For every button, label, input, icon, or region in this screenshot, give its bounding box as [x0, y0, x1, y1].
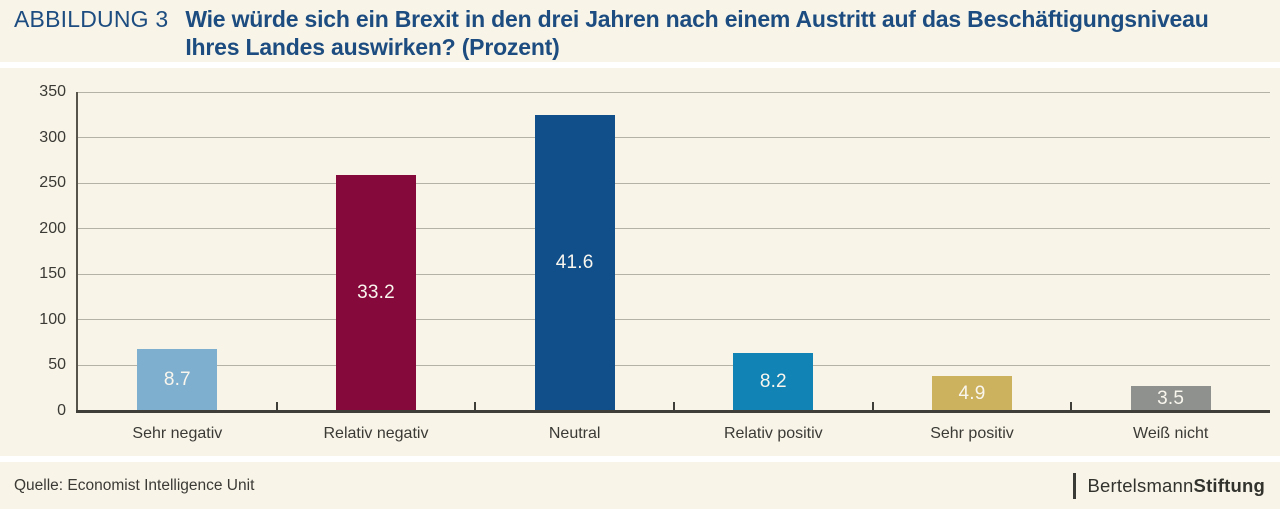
- y-tick-label-150: 150: [39, 265, 66, 283]
- logo-text: BertelsmannStiftung: [1087, 475, 1265, 497]
- gridline-50: [78, 364, 1270, 366]
- figure-label: ABBILDUNG 3: [14, 6, 169, 32]
- gridline-300: [78, 137, 1270, 139]
- category-label-relativ-positiv: Relativ positiv: [723, 425, 823, 442]
- logo-text-regular: Bertelsmann: [1087, 474, 1194, 496]
- gridline-150: [78, 273, 1270, 275]
- bar-neutral: 41.6: [534, 115, 615, 411]
- figure-title-line2: Ihres Landes auswirken? (Prozent): [185, 34, 560, 60]
- gridline-200: [78, 228, 1270, 230]
- y-tick-label-250: 250: [39, 174, 66, 192]
- y-tick-label-50: 50: [48, 356, 66, 374]
- logo-text-bold: Stiftung: [1193, 474, 1265, 496]
- figure-header: ABBILDUNG 3 Wie würde sich ein Brexit in…: [0, 0, 1280, 62]
- bar-sehr-positiv: 4.9: [932, 376, 1012, 411]
- bertelsmann-stiftung-logo: BertelsmannStiftung: [1073, 472, 1265, 499]
- category-label-relativ-negativ: Relativ negativ: [323, 425, 429, 442]
- gridline-250: [78, 182, 1270, 184]
- y-axis-line: [76, 92, 78, 413]
- y-tick-label-100: 100: [39, 310, 66, 328]
- footer-divider: [0, 456, 1280, 462]
- bar-value-label-sehr-negativ: 8.7: [163, 369, 191, 391]
- bar-value-label-relativ-negativ: 33.2: [357, 281, 395, 303]
- y-tick-label-0: 0: [57, 402, 66, 419]
- bar-value-label-wei-nicht: 3.5: [1157, 387, 1185, 409]
- x-axis-tick-5: [1070, 402, 1073, 411]
- category-label-wei-nicht: Weiß nicht: [1133, 425, 1209, 442]
- header-divider: [0, 62, 1280, 68]
- footer: Quelle: Economist Intelligence Unit Bert…: [0, 462, 1280, 509]
- x-axis-tick-1: [275, 402, 278, 411]
- logo-vertical-bar-icon: [1073, 472, 1077, 499]
- x-axis-tick-3: [673, 402, 675, 411]
- bar-value-label-sehr-positiv: 4.9: [958, 382, 986, 404]
- bar-sehr-negativ: 8.7: [137, 349, 218, 411]
- y-tick-label-350: 350: [39, 83, 66, 100]
- bar-relativ-positiv: 8.2: [733, 352, 814, 411]
- y-tick-label-200: 200: [39, 219, 66, 237]
- x-axis-tick-2: [474, 402, 477, 411]
- bar-value-label-relativ-positiv: 8.2: [759, 370, 787, 392]
- bar-wei-nicht: 3.5: [1130, 386, 1211, 411]
- category-label-sehr-negativ: Sehr negativ: [132, 425, 223, 442]
- source-note: Quelle: Economist Intelligence Unit: [14, 476, 255, 494]
- figure-title: Wie würde sich ein Brexit in den drei Ja…: [185, 5, 1208, 61]
- category-label-neutral: Neutral: [548, 425, 601, 442]
- x-axis-tick-4: [871, 402, 874, 411]
- bar-value-label-neutral: 41.6: [555, 252, 594, 274]
- bar-chart-plot-area: 0 50 100 150 200 250 300 350 8.7 33.2 41.6 8.2 4.9 3.…: [39, 83, 1270, 419]
- chart-section: 0 50 100 150 200 250 300 350 8.7 33.2 41.6 8.2 4.9 3.…: [0, 68, 1280, 456]
- gridline-350: [78, 91, 1270, 93]
- figure-title-line1: Wie würde sich ein Brexit in den drei Ja…: [185, 6, 1209, 32]
- x-axis-line: [76, 410, 1270, 413]
- gridline-100: [78, 319, 1270, 321]
- category-label-sehr-positiv: Sehr positiv: [930, 425, 1014, 442]
- bar-relativ-negativ: 33.2: [336, 174, 416, 411]
- y-tick-label-300: 300: [39, 128, 66, 146]
- x-axis-category-labels: Sehr negativ Relativ negativ Neutral Relati…: [78, 425, 1270, 445]
